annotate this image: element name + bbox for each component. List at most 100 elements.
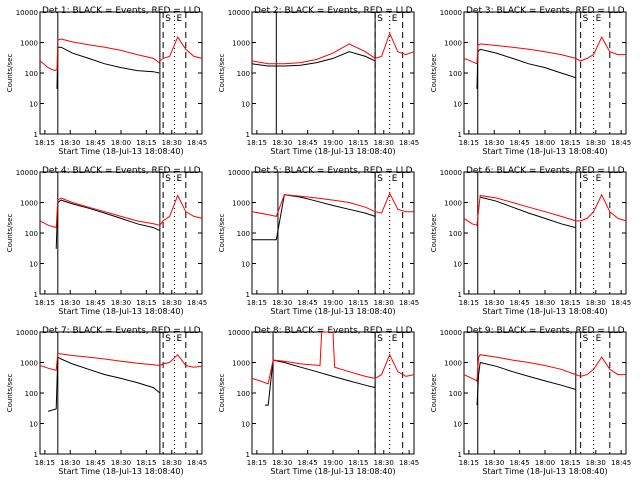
plot-frame: [463, 11, 627, 135]
marker-label-e: E: [392, 14, 398, 24]
y-tick-label: 10: [453, 101, 462, 109]
marker-label-s: S: [165, 174, 171, 184]
x-tick-label: 18:00: [535, 459, 555, 467]
x-tick-label: 18:15: [35, 139, 55, 147]
y-tick-label: 1000: [444, 200, 462, 208]
y-tick-label: 100: [449, 390, 462, 398]
series-line-lld: [39, 352, 203, 372]
marker-label-e: E: [596, 174, 602, 184]
x-tick-label: 18:45: [86, 299, 106, 307]
x-tick-label: 18:30: [484, 299, 504, 307]
y-tick-label: 10000: [228, 169, 250, 177]
x-tick-label: 18:45: [510, 299, 530, 307]
y-tick-label: 10000: [440, 169, 462, 177]
x-tick-label: 18:30: [374, 459, 394, 467]
x-tick-label: 18:30: [484, 459, 504, 467]
x-tick-label: 18:30: [60, 139, 80, 147]
y-axis-label: Counts/sec: [6, 54, 14, 93]
x-tick-label: 18:15: [459, 299, 479, 307]
x-tick-label: 18:45: [399, 139, 419, 147]
x-tick-label: 18:15: [247, 459, 267, 467]
y-tick-label: 1: [458, 131, 462, 139]
x-tick-label: 18:30: [374, 299, 394, 307]
y-tick-label: 100: [237, 390, 250, 398]
x-tick-label: 18:45: [187, 139, 207, 147]
series-line-events: [56, 46, 160, 89]
x-tick-label: 18:15: [247, 139, 267, 147]
panel-title: Det 8: BLACK = Events, RED = LLD: [254, 326, 413, 336]
x-tick-label: 18:15: [35, 299, 55, 307]
y-tick-label: 1000: [20, 40, 38, 48]
series-line-events: [252, 194, 376, 241]
plot-frame: [39, 11, 203, 135]
marker-label-s: S: [583, 334, 589, 344]
y-tick-label: 1: [34, 131, 38, 139]
y-tick-label: 1: [246, 131, 250, 139]
series-line-lld: [251, 331, 415, 385]
plot-frame: [39, 171, 203, 295]
x-tick-label: 18:45: [86, 459, 106, 467]
x-axis-label: Start Time (18-Jul-13 18:08:40): [58, 467, 183, 476]
x-tick-label: 18:30: [162, 139, 182, 147]
y-tick-label: 10: [241, 421, 250, 429]
series-line-lld: [463, 35, 626, 65]
y-tick-label: 10: [453, 261, 462, 269]
panel-title: Det 7: BLACK = Events, RED = LLD: [42, 326, 201, 336]
x-tick-label: 18:45: [611, 299, 631, 307]
x-tick-label: 18:30: [484, 139, 504, 147]
detector-panel-4: Det 4: BLACK = Events, RED = LLD 1 10 100 10…: [6, 166, 207, 316]
x-axis-label: Start Time (18-Jul-13 18:08:40): [270, 307, 395, 316]
series-line-lld: [39, 194, 203, 229]
y-axis-label: Counts/sec: [6, 214, 14, 253]
x-tick-label: 18:30: [272, 299, 292, 307]
y-tick-label: 1: [458, 451, 462, 459]
x-tick-label: 19:00: [323, 139, 343, 147]
y-tick-label: 1: [34, 291, 38, 299]
series-line-events: [265, 359, 376, 406]
x-tick-label: 18:15: [348, 459, 368, 467]
marker-label-s: S: [583, 14, 589, 24]
y-tick-label: 10: [453, 421, 462, 429]
y-tick-label: 1: [458, 291, 462, 299]
y-tick-label: 1000: [444, 40, 462, 48]
y-axis-label: Counts/sec: [430, 54, 438, 93]
marker-label-e: E: [176, 174, 182, 184]
y-tick-label: 100: [25, 390, 38, 398]
x-tick-label: 18:45: [510, 139, 530, 147]
y-tick-label: 1: [246, 291, 250, 299]
panel-title: Det 6: BLACK = Events, RED = LLD: [466, 166, 625, 176]
y-tick-label: 1: [246, 451, 250, 459]
series-line-events: [251, 51, 376, 67]
series-line-events: [476, 361, 576, 406]
series-line-events: [47, 356, 161, 412]
x-tick-label: 18:45: [298, 299, 318, 307]
y-tick-label: 1000: [444, 360, 462, 368]
y-tick-label: 1000: [232, 360, 250, 368]
x-tick-label: 18:45: [187, 459, 207, 467]
y-axis-label: Counts/sec: [6, 374, 14, 413]
x-tick-label: 18:30: [111, 299, 131, 307]
x-tick-label: 18:45: [510, 459, 530, 467]
x-tick-label: 18:15: [560, 299, 580, 307]
y-tick-label: 1000: [20, 200, 38, 208]
x-tick-label: 19:00: [323, 299, 343, 307]
x-tick-label: 18:30: [162, 299, 182, 307]
detector-panel-9: Det 9: BLACK = Events, RED = LLD 1 10 100 10…: [430, 326, 631, 476]
panel-title: Det 2: BLACK = Events, RED = LLD: [254, 6, 413, 16]
detector-panel-8: Det 8: BLACK = Events, RED = LLD 1 10 100 10…: [218, 326, 419, 476]
x-tick-label: 18:30: [111, 459, 131, 467]
x-tick-label: 18:15: [35, 459, 55, 467]
x-tick-label: 18:15: [459, 139, 479, 147]
marker-label-s: S: [377, 174, 383, 184]
x-tick-label: 18:45: [298, 459, 318, 467]
x-tick-label: 18:30: [272, 459, 292, 467]
series-line-events: [55, 199, 161, 249]
y-tick-label: 1000: [20, 360, 38, 368]
x-tick-label: 18:00: [111, 139, 131, 147]
series-line-events: [476, 48, 576, 89]
panel-title: Det 9: BLACK = Events, RED = LLD: [466, 326, 625, 336]
marker-label-e: E: [596, 14, 602, 24]
series-line-lld: [39, 36, 203, 72]
y-tick-label: 100: [237, 230, 250, 238]
x-tick-label: 18:45: [399, 459, 419, 467]
